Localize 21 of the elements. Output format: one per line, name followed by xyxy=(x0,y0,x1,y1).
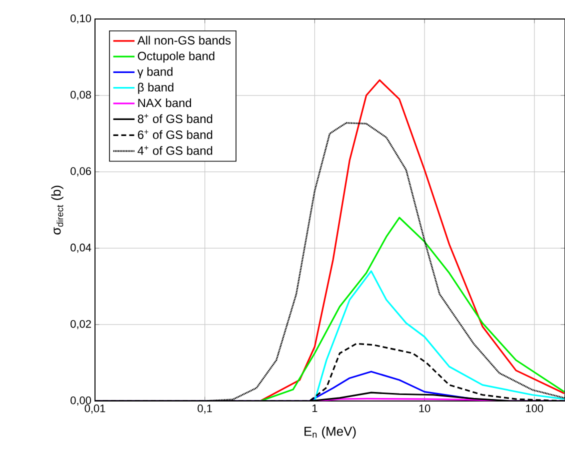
y-tick-label: 0,10 xyxy=(70,14,92,24)
legend-label: 8$^{+}$ of GS band xyxy=(138,114,212,124)
y-tick-label: 0,04 xyxy=(70,244,92,253)
x-tick-label: 10 xyxy=(419,404,430,412)
legend-label: Octupole band xyxy=(138,51,214,63)
y-tick-label: 0,00 xyxy=(70,396,92,406)
legend-label: All non-GS bands xyxy=(137,36,231,45)
y-tick-label: 0,08 xyxy=(70,90,91,100)
x-axis-title: E$_{n}$ (MeV) xyxy=(304,426,356,438)
y-tick-label: 0,06 xyxy=(70,167,91,176)
x-tick-label: 0,1 xyxy=(198,404,212,414)
x-tick-label: 1 xyxy=(312,404,318,412)
y-axis-title: σ$_{direct}$ (b) xyxy=(51,186,64,234)
x-tick-label: 100 xyxy=(526,404,544,412)
legend-label: NAX band xyxy=(138,98,192,108)
legend-label: 6$^{+}$ of GS band xyxy=(138,130,212,139)
legend-label: 4$^{+}$ of GS band xyxy=(138,146,212,155)
legend-label: β band xyxy=(138,82,174,94)
legend-label: γ band xyxy=(137,67,172,78)
y-tick-label: 0,02 xyxy=(70,320,91,330)
x-tick-label: 0,01 xyxy=(84,404,106,414)
